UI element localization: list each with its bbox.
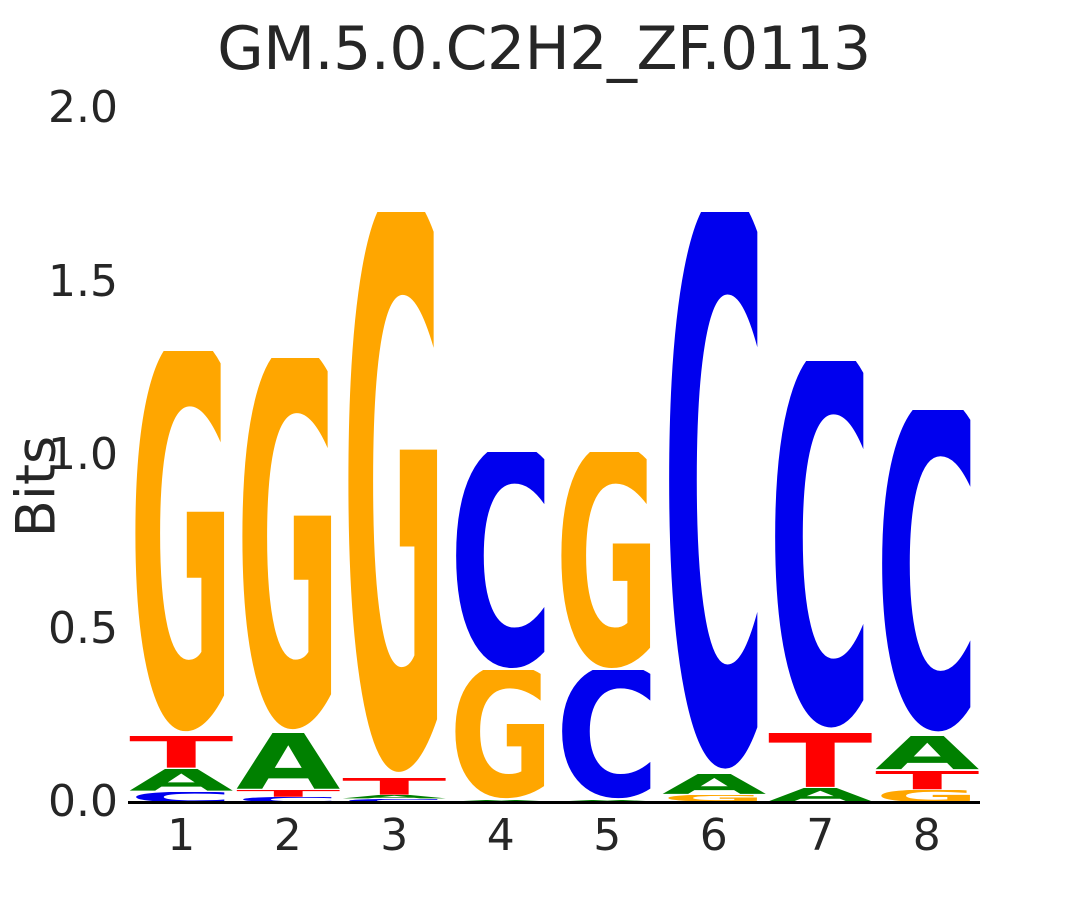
y-tick-label: 1.0 bbox=[48, 429, 118, 480]
logo-letter-c: C bbox=[128, 792, 235, 802]
svg-text:G: G bbox=[875, 790, 979, 802]
logo-letter-t: T bbox=[235, 790, 342, 797]
svg-text:G: G bbox=[662, 795, 766, 802]
x-tick-label: 2 bbox=[273, 810, 302, 861]
svg-text:T: T bbox=[768, 733, 872, 789]
x-tick-label: 3 bbox=[380, 810, 409, 861]
svg-text:A: A bbox=[342, 795, 446, 798]
logo-letter-g: G bbox=[661, 795, 768, 802]
logo-plot-area: CATGCTAGCATGAGCACGGACATCGTAC bbox=[128, 108, 980, 802]
logo-letter-t: T bbox=[767, 733, 874, 789]
svg-text:G: G bbox=[342, 212, 446, 778]
svg-text:C: C bbox=[875, 410, 979, 736]
y-tick-label: 2.0 bbox=[48, 82, 118, 133]
logo-letter-a: A bbox=[661, 774, 768, 795]
svg-text:A: A bbox=[129, 769, 234, 792]
logo-letter-c: C bbox=[554, 670, 661, 800]
svg-text:T: T bbox=[342, 778, 447, 795]
logo-letter-g: G bbox=[341, 212, 448, 778]
logo-letter-c: C bbox=[767, 361, 874, 732]
x-tick-label: 4 bbox=[486, 810, 515, 861]
x-axis-ticks: 1 2 3 4 5 6 7 8 bbox=[128, 810, 980, 882]
logo-letter-g: G bbox=[128, 351, 235, 736]
x-axis-line bbox=[128, 801, 980, 804]
logo-letter-a: A bbox=[341, 795, 448, 798]
logo-letter-c: C bbox=[874, 410, 981, 736]
svg-text:C: C bbox=[768, 361, 872, 732]
logo-letter-t: T bbox=[874, 771, 981, 790]
svg-text:G: G bbox=[449, 670, 553, 800]
svg-text:T: T bbox=[129, 736, 234, 769]
y-tick-label: 1.5 bbox=[48, 255, 118, 307]
svg-text:A: A bbox=[875, 736, 980, 771]
logo-stack-position-5: ACG bbox=[554, 108, 661, 802]
x-tick-label: 5 bbox=[593, 810, 622, 861]
x-tick-label: 7 bbox=[806, 810, 835, 861]
svg-text:A: A bbox=[236, 733, 340, 790]
logo-letter-a: A bbox=[874, 736, 981, 771]
logo-letter-a: A bbox=[128, 769, 235, 792]
y-axis-ticks: 0.0 0.5 1.0 1.5 2.0 bbox=[0, 0, 118, 900]
logo-letter-c: C bbox=[661, 212, 768, 774]
logo-letter-t: T bbox=[128, 736, 235, 769]
page-title: GM.5.0.C2H2_ZF.0113 bbox=[217, 14, 871, 84]
svg-text:C: C bbox=[555, 670, 659, 800]
logo-letter-a: A bbox=[235, 733, 342, 790]
x-tick-label: 1 bbox=[167, 810, 196, 861]
svg-text:G: G bbox=[129, 351, 233, 736]
svg-text:C: C bbox=[662, 212, 766, 774]
svg-text:C: C bbox=[129, 792, 233, 802]
svg-text:A: A bbox=[768, 788, 872, 802]
logo-stack-position-4: AGC bbox=[448, 108, 555, 802]
logo-letter-g: G bbox=[874, 790, 981, 802]
svg-text:C: C bbox=[342, 799, 446, 802]
logo-letter-g: G bbox=[554, 452, 661, 671]
svg-text:A: A bbox=[662, 774, 766, 795]
logo-letter-a: A bbox=[767, 788, 874, 802]
svg-text:C: C bbox=[236, 797, 340, 802]
logo-letter-c: C bbox=[235, 797, 342, 802]
x-tick-label: 6 bbox=[699, 810, 728, 861]
logo-letter-g: G bbox=[448, 670, 555, 800]
svg-text:G: G bbox=[236, 358, 340, 733]
svg-text:T: T bbox=[236, 790, 341, 797]
logo-letter-c: C bbox=[448, 452, 555, 671]
y-tick-label: 0.0 bbox=[48, 776, 118, 827]
logo-letter-t: T bbox=[341, 778, 448, 795]
svg-text:C: C bbox=[449, 452, 553, 671]
logo-letter-g: G bbox=[235, 358, 342, 733]
logo-letter-c: C bbox=[341, 799, 448, 802]
x-tick-label: 8 bbox=[912, 810, 941, 861]
svg-text:T: T bbox=[875, 771, 980, 790]
y-tick-label: 0.5 bbox=[48, 602, 118, 654]
svg-text:G: G bbox=[555, 452, 659, 671]
